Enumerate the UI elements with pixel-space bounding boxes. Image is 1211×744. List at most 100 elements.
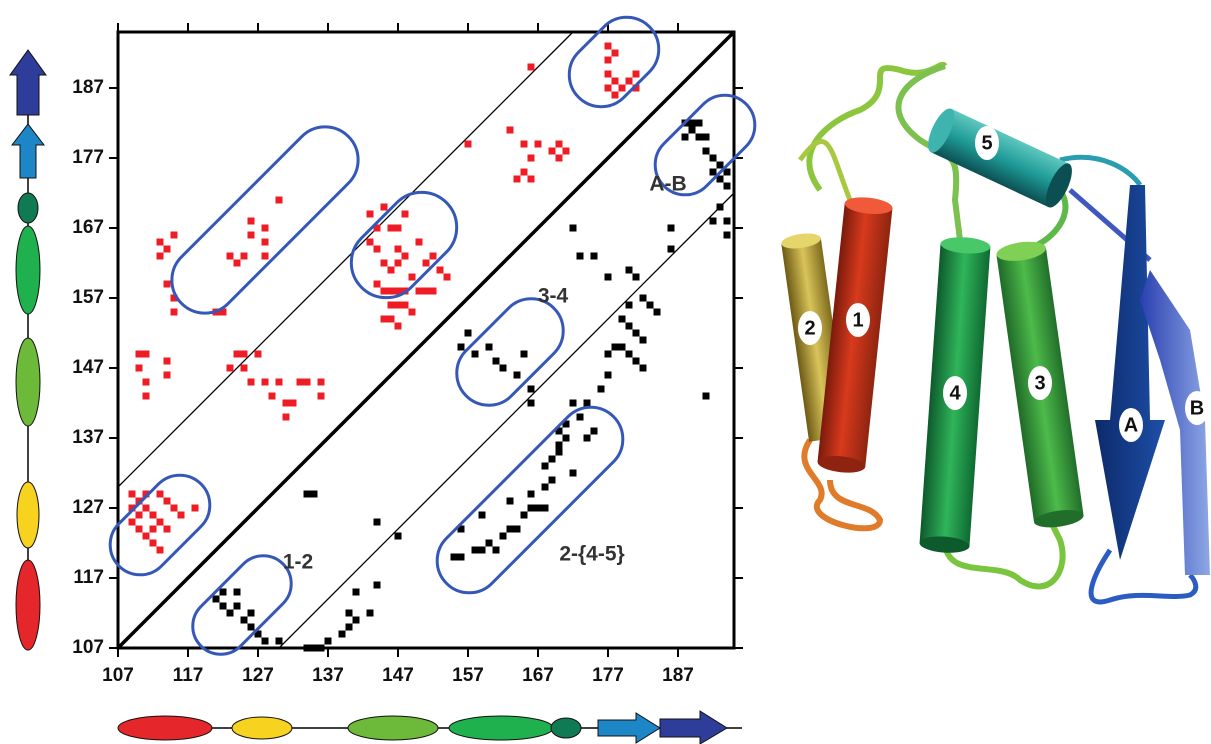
contact: [569, 224, 577, 232]
x-tick-label: 157: [452, 665, 484, 686]
contact: [541, 504, 549, 512]
contact: [611, 49, 619, 57]
contact: [275, 378, 283, 386]
contact: [625, 77, 633, 85]
contact: [247, 217, 255, 225]
contact: [387, 315, 395, 323]
contact: [233, 350, 241, 358]
label-badge: [798, 311, 822, 345]
x-tick-label: 177: [592, 665, 624, 686]
contact: [261, 252, 269, 260]
contact: [352, 616, 360, 624]
y-tick-label: 137: [72, 427, 104, 448]
contact: [590, 427, 598, 435]
contact: [604, 350, 612, 358]
contact: [716, 203, 724, 211]
contact: [128, 504, 136, 512]
contact: [170, 308, 178, 316]
contact: [604, 70, 612, 78]
contact: [282, 413, 290, 421]
y-tick-label: 117: [73, 567, 104, 588]
contact: [401, 301, 409, 309]
contact: [135, 497, 143, 505]
element-label: A: [1124, 414, 1138, 436]
x-tick-label: 147: [382, 665, 414, 686]
contact: [618, 84, 626, 92]
contact: [135, 511, 143, 519]
x-tick-label: 167: [522, 665, 554, 686]
x-tick-label: 137: [312, 665, 344, 686]
contact: [513, 525, 521, 533]
label-badge: [975, 126, 999, 160]
contact: [457, 525, 465, 533]
contact: [240, 252, 248, 260]
contact: [681, 133, 689, 141]
contact: [688, 119, 696, 127]
contact: [709, 154, 717, 162]
contact: [401, 210, 409, 218]
element-label: 5: [981, 132, 992, 154]
contact: [632, 357, 640, 365]
contact: [541, 462, 549, 470]
region-label: 3-4: [538, 285, 569, 308]
contact: [345, 623, 353, 631]
contact: [527, 490, 535, 498]
contact: [394, 287, 402, 295]
contact: [513, 371, 521, 379]
x-tick-label: 187: [662, 665, 694, 686]
contact: [226, 364, 234, 372]
contact: [632, 273, 640, 281]
contact: [317, 644, 325, 652]
contact: [170, 504, 178, 512]
contact: [485, 343, 493, 351]
contact: [394, 259, 402, 267]
contact: [457, 343, 465, 351]
contact: [254, 350, 262, 358]
contact: [485, 539, 493, 547]
contact: [163, 245, 171, 253]
contact: [275, 637, 283, 645]
contact: [576, 413, 584, 421]
contact: [527, 154, 535, 162]
contact: [240, 350, 248, 358]
contact: [219, 588, 227, 596]
element-label: 3: [1034, 372, 1045, 394]
contact: [142, 392, 150, 400]
contact: [632, 84, 640, 92]
contact: [632, 70, 640, 78]
contact: [191, 504, 199, 512]
contact: [156, 238, 164, 246]
contact: [380, 259, 388, 267]
contact: [688, 126, 696, 134]
region-label: 1-2: [283, 551, 313, 574]
contact: [499, 364, 507, 372]
contact: [618, 343, 626, 351]
bottom-ss-bar: [117, 710, 742, 744]
contact: [429, 287, 437, 295]
contact: [723, 231, 731, 239]
contact: [527, 63, 535, 71]
contact: [611, 91, 619, 99]
label-badge: [1185, 391, 1209, 425]
contact: [156, 546, 164, 554]
contact: [695, 119, 703, 127]
contact: [387, 266, 395, 274]
contact: [366, 210, 374, 218]
contact: [548, 147, 556, 155]
contact: [464, 140, 472, 148]
contact: [639, 294, 647, 302]
contact: [562, 420, 570, 428]
contact: [380, 203, 388, 211]
contact: [296, 378, 304, 386]
contact: [387, 224, 395, 232]
contact: [604, 84, 612, 92]
contact: [625, 266, 633, 274]
contact: [555, 140, 563, 148]
contact: [618, 315, 626, 323]
contact: [639, 364, 647, 372]
contact: [352, 588, 360, 596]
contact: [163, 525, 171, 533]
contact: [562, 147, 570, 155]
contact: [478, 546, 486, 554]
contact: [373, 518, 381, 526]
